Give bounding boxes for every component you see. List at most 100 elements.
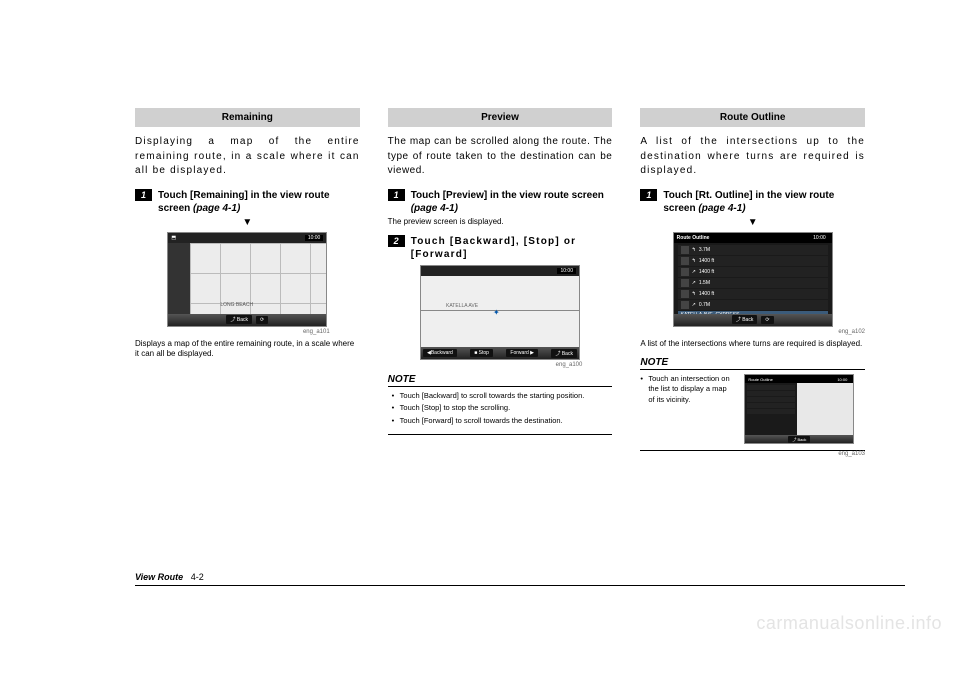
page-ref: (page 4-1) [698,203,745,214]
ss-title: Route Outline [748,377,772,382]
caption-route-outline: eng_a102 [640,329,865,335]
ss-clock: 10:00 [557,268,576,274]
ss-clock: 10:00 [834,377,850,382]
ss-bottombar: ⤴ Back ⟳ [674,314,832,326]
note-header: NOTE [388,374,613,387]
column-preview: Preview The map can be scrolled along th… [388,108,613,461]
step-1-remaining: 1 Touch [Remaining] in the view route sc… [135,189,360,215]
ss-clock: 10:00 [810,235,829,241]
watermark: carmanualsonline.info [756,613,942,634]
step-label: Touch [Rt. Outline] in the view route sc… [663,190,834,214]
rt-row: ↗ 1.5M [678,278,828,288]
ss-list-area: ↰ 3.7M ↰ 1400 ft ↗ 1400 ft ↗ 1.5M ↰ 1400… [674,243,832,314]
ss-map: LONG BEACH [190,243,326,314]
under-route-outline: A list of the intersections where turns … [640,339,865,350]
rt-row: ↰ 3.7M [678,245,828,255]
screenshot-remaining: ⬒ 10:00 LONG BEACH ⤴ Back ⟳ [167,232,327,327]
ss-refresh-btn: ⟳ [256,316,268,324]
rt-rows: ↰ 3.7M ↰ 1400 ft ↗ 1400 ft ↗ 1.5M ↰ 1400… [678,245,828,319]
return-btn: ⤴ Back [551,349,577,358]
ss-list-half [745,383,797,435]
step-number-icon: 1 [135,189,152,201]
page-ref: (page 4-1) [411,203,458,214]
ss-topbar: 10:00 [421,266,579,276]
page-ref: (page 4-1) [193,203,240,214]
note-text: Touch an intersection on the list to dis… [640,374,732,444]
turn-icon [681,246,689,254]
down-arrow-icon: ▼ [135,217,360,228]
step-text: Touch [Preview] in the view route screen… [411,189,613,215]
screenshot-vicinity: Route Outline 10:00 ⤴ Back [744,374,854,444]
step-text: Touch [Rt. Outline] in the view route sc… [663,189,865,215]
rt-row: ↗ 0.7M [678,300,828,310]
intro-route-outline: A list of the intersections up to the de… [640,135,865,179]
ss-topbar: Route Outline 10:00 [745,375,853,383]
page-footer: View Route 4-2 [135,572,905,586]
backward-btn: ◀Backward [423,349,457,357]
note-item: Touch [Forward] to scroll towards the de… [392,416,613,426]
step-number-icon: 1 [640,189,657,201]
down-arrow-icon: ▼ [640,217,865,228]
road-line [421,310,579,311]
turn-icon [681,301,689,309]
intro-preview: The map can be scrolled along the route.… [388,135,613,179]
turn-icon [681,268,689,276]
step-label: Touch [Preview] in the view route screen [411,190,604,201]
rt-row: ↗ 1400 ft [678,267,828,277]
note-header: NOTE [640,357,865,370]
ss-back-btn: ⤴ Back [226,315,252,324]
ss-map-half [797,383,853,435]
rt-row: ↰ 1400 ft [678,289,828,299]
step-1-preview: 1 Touch [Preview] in the view route scre… [388,189,613,215]
ss-sidebar [168,243,190,314]
screenshot-preview: 10:00 KATELLA AVE ✦ ◀Backward ■ Stop For… [420,265,580,360]
cursor-icon: ✦ [493,308,500,317]
step-1-route-outline: 1 Touch [Rt. Outline] in the view route … [640,189,865,215]
caption-remaining: eng_a101 [135,329,330,335]
step1-sub: The preview screen is displayed. [388,217,613,228]
caption-preview: eng_a100 [388,362,583,368]
step-label: Touch [Remaining] in the view route scre… [158,190,330,214]
ss-title: Route Outline [677,235,710,241]
turn-icon [681,290,689,298]
step-2-preview: 2 Touch [Backward], [Stop] or [Forward] [388,235,613,261]
note-item: Touch [Stop] to stop the scrolling. [392,403,613,413]
column-remaining: Remaining Displaying a map of the entire… [135,108,360,461]
ss-back-btn: ⤴ Back [732,315,758,324]
step-text: Touch [Backward], [Stop] or [Forward] [411,235,613,261]
ss-bottombar: ◀Backward ■ Stop Forward ▶ ⤴ Back [421,347,579,359]
under-remaining: Displays a map of the entire remaining r… [135,339,360,361]
ss-bottombar: ⤴ Back ⟳ [168,314,326,326]
caption-vicinity: eng_a103 [640,451,865,457]
page-number: 4-2 [191,572,204,582]
road-label: KATELLA AVE [446,303,478,309]
header-route-outline: Route Outline [640,108,865,127]
intro-remaining: Displaying a map of the entire remaining… [135,135,360,179]
ss-dir-icon: ⬒ [171,235,176,241]
ss-bottombar: ⤴ Back [745,435,853,443]
page-content: Remaining Displaying a map of the entire… [0,0,960,461]
ss-map: KATELLA AVE ✦ [421,276,579,347]
screenshot-route-outline: Route Outline 10:00 ↰ 3.7M ↰ 1400 ft ↗ 1… [673,232,833,327]
step-number-icon: 1 [388,189,405,201]
ss-map-label: LONG BEACH [220,302,253,308]
turn-icon [681,257,689,265]
ss-refresh-btn: ⟳ [761,316,773,324]
ss-topbar: ⬒ 10:00 [168,233,326,243]
ss-topbar: Route Outline 10:00 [674,233,832,243]
ss-clock: 10:00 [305,235,324,241]
ss-back-btn: ⤴ Back [788,436,810,443]
note-with-image: Touch an intersection on the list to dis… [640,374,865,451]
header-remaining: Remaining [135,108,360,127]
step-text: Touch [Remaining] in the view route scre… [158,189,360,215]
step-number-icon: 2 [388,235,405,247]
rt-row: ↰ 1400 ft [678,256,828,266]
note-list-preview: Touch [Backward] to scroll towards the s… [388,391,613,434]
forward-btn: Forward ▶ [506,349,538,357]
header-preview: Preview [388,108,613,127]
chapter-title: View Route [135,572,183,582]
stop-btn: ■ Stop [470,349,493,357]
turn-icon [681,279,689,287]
note-item: Touch [Backward] to scroll towards the s… [392,391,613,401]
column-route-outline: Route Outline A list of the intersection… [640,108,865,461]
